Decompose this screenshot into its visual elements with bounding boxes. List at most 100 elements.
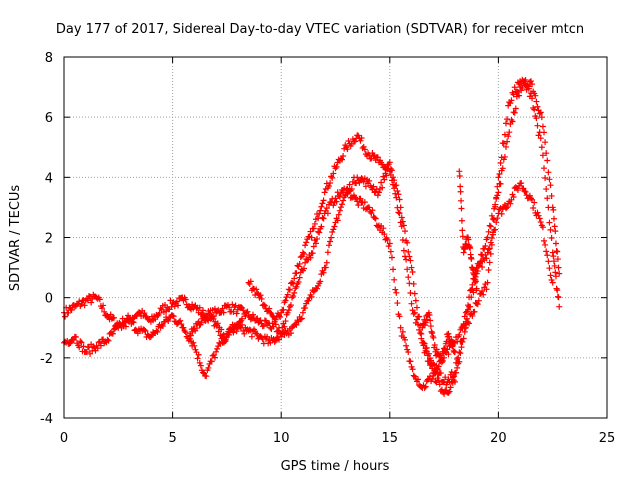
data-point xyxy=(296,274,303,281)
data-point xyxy=(272,337,279,344)
data-point xyxy=(527,78,534,85)
data-point xyxy=(171,303,178,310)
data-point xyxy=(276,324,283,331)
data-point xyxy=(527,195,534,202)
data-point xyxy=(392,286,399,293)
data-point xyxy=(167,297,174,304)
data-point xyxy=(386,159,393,166)
data-point xyxy=(421,384,428,391)
data-point xyxy=(483,255,490,262)
data-point xyxy=(297,316,304,323)
data-point xyxy=(457,188,464,195)
data-point xyxy=(507,100,514,107)
data-point xyxy=(88,299,95,306)
data-point xyxy=(432,378,439,385)
data-point xyxy=(243,309,250,316)
data-point xyxy=(399,218,406,225)
data-point xyxy=(462,324,469,331)
data-point xyxy=(556,303,563,310)
data-point xyxy=(391,185,398,192)
data-point xyxy=(67,339,74,346)
data-point xyxy=(521,188,528,195)
data-point xyxy=(281,323,288,330)
data-point xyxy=(357,137,364,144)
data-point xyxy=(533,98,540,105)
data-point xyxy=(500,140,507,147)
data-point xyxy=(445,351,452,358)
data-point xyxy=(544,195,551,202)
data-point xyxy=(473,285,480,292)
data-point xyxy=(249,311,256,318)
data-point xyxy=(445,389,452,396)
data-point xyxy=(451,348,458,355)
data-point xyxy=(233,328,240,335)
data-point xyxy=(420,339,427,346)
data-point xyxy=(410,372,417,379)
data-point xyxy=(308,293,315,300)
data-point xyxy=(65,309,72,316)
data-point xyxy=(553,248,560,255)
data-point xyxy=(524,82,531,89)
data-point xyxy=(506,129,513,136)
data-point xyxy=(141,326,148,333)
data-point xyxy=(317,278,324,285)
data-point xyxy=(532,92,539,99)
data-point xyxy=(489,229,496,236)
data-point xyxy=(299,309,306,316)
data-point xyxy=(77,338,84,345)
data-point xyxy=(479,264,486,271)
data-point xyxy=(497,160,504,167)
data-point xyxy=(416,326,423,333)
data-point xyxy=(226,304,233,311)
data-point xyxy=(422,347,429,354)
data-point xyxy=(374,192,381,199)
data-point xyxy=(374,223,381,230)
data-point xyxy=(337,204,344,211)
data-point xyxy=(284,291,291,298)
data-point xyxy=(141,310,148,317)
data-point xyxy=(529,95,536,102)
data-point xyxy=(380,173,387,180)
data-point xyxy=(525,85,532,92)
data-point xyxy=(545,169,552,176)
data-point xyxy=(427,317,434,324)
data-point xyxy=(325,183,332,190)
data-point xyxy=(357,195,364,202)
data-point xyxy=(190,339,197,346)
data-point xyxy=(486,259,493,266)
data-point xyxy=(83,349,90,356)
data-point xyxy=(426,362,433,369)
data-point xyxy=(407,257,414,264)
data-point xyxy=(483,286,490,293)
data-point xyxy=(96,296,103,303)
data-point xyxy=(293,321,300,328)
data-point xyxy=(474,301,481,308)
data-point xyxy=(323,205,330,212)
data-point xyxy=(485,266,492,273)
data-point xyxy=(488,212,495,219)
data-point xyxy=(539,152,546,159)
data-point xyxy=(153,327,160,334)
data-point xyxy=(181,327,188,334)
data-point xyxy=(62,313,69,320)
data-point xyxy=(486,222,493,229)
data-point xyxy=(165,317,172,324)
data-point xyxy=(418,330,425,337)
data-point xyxy=(241,330,248,337)
data-point xyxy=(503,205,510,212)
data-point xyxy=(84,297,91,304)
data-point xyxy=(356,179,363,186)
y-tick-label: 6 xyxy=(45,111,53,126)
data-point xyxy=(375,189,382,196)
data-point xyxy=(286,286,293,293)
data-point xyxy=(497,180,504,187)
data-point xyxy=(193,325,200,332)
data-point xyxy=(550,206,557,213)
data-point xyxy=(317,207,324,214)
data-point xyxy=(177,317,184,324)
data-point xyxy=(328,198,335,205)
data-point xyxy=(547,272,554,279)
data-point xyxy=(433,346,440,353)
data-point xyxy=(552,269,559,276)
data-point xyxy=(213,348,220,355)
